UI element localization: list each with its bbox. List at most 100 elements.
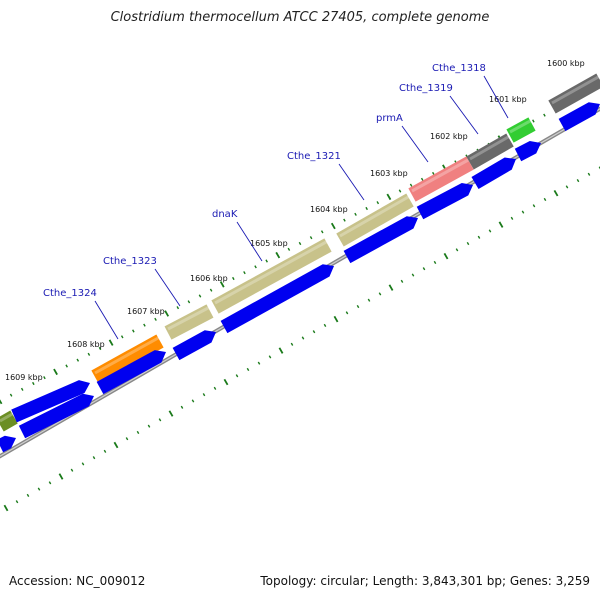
cds-arrow (0, 435, 16, 453)
scale-tick (275, 251, 281, 259)
scale-tick (409, 183, 413, 187)
scale-tick (443, 252, 449, 260)
scale-tick (243, 271, 246, 275)
scale-tick (136, 430, 140, 435)
scale-tick (246, 367, 250, 372)
scale-tick (521, 210, 525, 214)
scale-tick (202, 393, 206, 397)
gene-label-cthe-1318: Cthe_1318 (432, 63, 486, 74)
scale-tick (287, 247, 291, 251)
scale-tick (376, 201, 380, 205)
genome-summary-text: Topology: circular; Length: 3,843,301 bp… (260, 574, 590, 588)
scale-tick (98, 346, 102, 351)
scale-tick (345, 311, 349, 315)
scale-tick (420, 177, 424, 181)
scale-tick (70, 468, 74, 472)
scale-tick (58, 473, 64, 480)
gene-leader-line (94, 300, 119, 340)
cds-arrow (343, 216, 418, 264)
scale-tick (37, 487, 41, 491)
gene-leader-line (449, 95, 479, 135)
scale-tick (65, 364, 68, 368)
map-title: Clostridium thermocellum ATCC 27405, com… (110, 10, 490, 25)
gene-bar-cthe1319-highlight (469, 134, 511, 161)
gene-bar-cthe1323-highlight (167, 305, 211, 331)
gene-label-cthe-1321: Cthe_1321 (287, 151, 341, 162)
gene-bar-cthe1323 (164, 304, 214, 340)
scale-tick (81, 462, 85, 466)
gene-label-dnak: dnaK (212, 209, 238, 220)
gene-label-cthe-1324: Cthe_1324 (43, 288, 97, 299)
scale-tick (53, 368, 58, 376)
gene-bar-cthe1321 (336, 193, 414, 247)
scale-tick (76, 358, 80, 362)
scale-tick (587, 172, 591, 176)
gene-bar-cthe1321-highlight (339, 194, 411, 238)
scale-tick (147, 424, 151, 428)
cds-arrow (96, 350, 166, 395)
gene-leader-line (236, 221, 263, 262)
scale-tick (223, 378, 229, 386)
scale-tick (198, 294, 202, 298)
scale-tick (298, 241, 302, 246)
cds-arrow (558, 102, 600, 132)
scale-tick (356, 304, 360, 309)
scale-tick (498, 221, 504, 228)
scale-tick (565, 185, 569, 189)
gene-leader-line (338, 163, 365, 201)
kbp-label-3: 1603 kbp (370, 169, 408, 178)
scale-tick (400, 279, 404, 283)
scale-tick (388, 284, 394, 291)
scale-tick (9, 393, 13, 397)
scale-tick (125, 437, 129, 441)
scale-tick (232, 276, 235, 281)
kbp-label-6: 1606 kbp (190, 274, 228, 283)
scale-tick (309, 236, 313, 240)
scale-tick (168, 410, 174, 417)
kbp-label-1: 1601 kbp (489, 95, 527, 104)
scale-tick (543, 197, 547, 202)
scale-tick (213, 386, 217, 390)
scale-tick (543, 113, 546, 117)
scale-tick (164, 310, 170, 317)
scale-tick (312, 330, 316, 334)
gene-bar-left-olive (0, 410, 18, 432)
gene-label-cthe-1319: Cthe_1319 (399, 83, 453, 94)
scale-tick (254, 265, 257, 269)
scale-tick (143, 323, 146, 327)
gene-bar-dnak-highlight (214, 239, 329, 305)
accession-text: Accession: NC_009012 (9, 574, 146, 588)
scale-tick (209, 288, 213, 292)
kbp-label-9: 1609 kbp (5, 373, 43, 382)
scale-tick (433, 260, 437, 265)
scale-tick (257, 361, 261, 365)
scale-tick (235, 374, 239, 378)
scale-tick (432, 171, 435, 176)
scale-tick (320, 230, 324, 234)
scale-tick (354, 212, 357, 216)
gene-bar-right-gray-highlight (551, 74, 600, 105)
scale-tick (323, 323, 327, 327)
gene-label-prma: prmA (376, 113, 403, 124)
gene-bar-left-olive-highlight (0, 411, 15, 423)
cds-arrow (172, 330, 216, 361)
scale-tick (48, 481, 52, 485)
cds-arrow (471, 157, 516, 190)
scale-tick (158, 418, 162, 422)
scale-tick (365, 206, 368, 211)
scale-tick (386, 193, 392, 201)
scale-tick (132, 329, 135, 333)
scale-tick (278, 347, 284, 354)
scale-tick (103, 449, 107, 453)
scale-tick (154, 317, 157, 321)
scale-tick (301, 336, 305, 340)
scale-tick (43, 376, 46, 380)
cds-arrow (514, 140, 541, 162)
scale-tick (378, 292, 382, 296)
gene-leader-line (154, 268, 181, 307)
gene-leader-line (483, 75, 509, 119)
kbp-label-0: 1600 kbp (547, 59, 585, 68)
scale-tick (343, 218, 346, 222)
scale-tick (20, 387, 24, 391)
gene-bar-right-gray (548, 73, 600, 114)
